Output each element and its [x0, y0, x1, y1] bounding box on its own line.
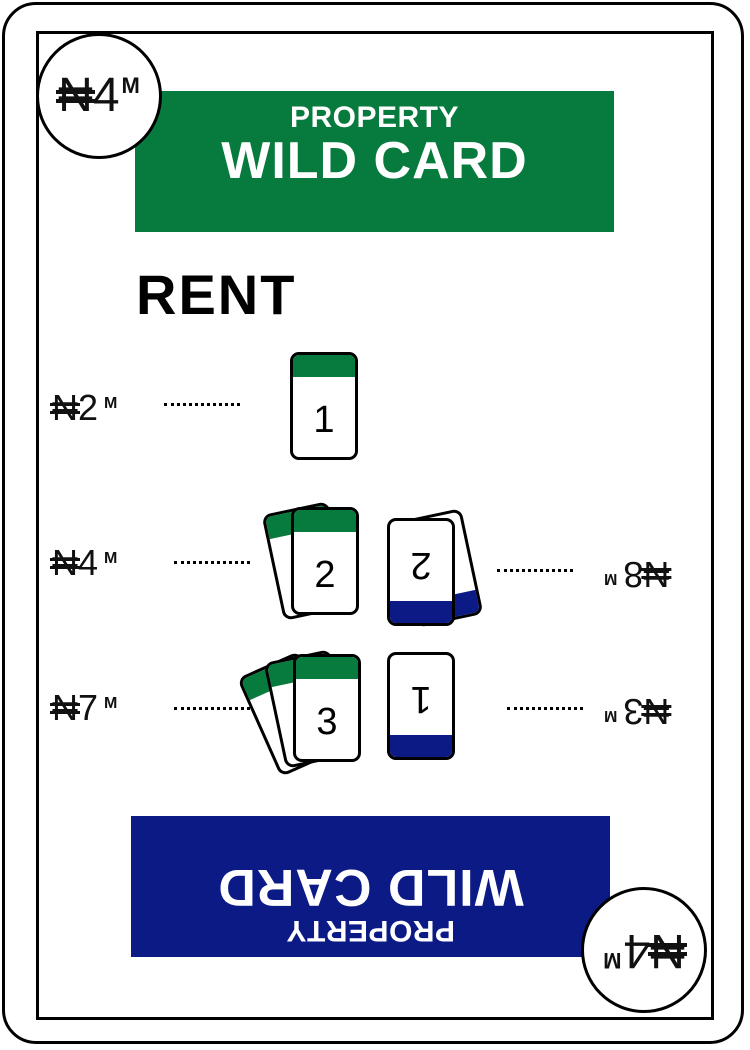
green-property-card: 1	[290, 352, 358, 460]
rent-unit: M	[104, 695, 118, 712]
rent-unit: M	[604, 707, 618, 724]
rent-left-amount-1: ₦ 2 M	[50, 387, 118, 429]
naira-symbol: ₦	[50, 687, 80, 728]
blue-band	[390, 601, 452, 623]
rent-unit: M	[104, 395, 118, 412]
rent-right-amount-2: ₦ 3 M	[604, 690, 669, 732]
card-count: 3	[316, 701, 338, 743]
naira-symbol: ₦	[56, 69, 95, 122]
naira-symbol: ₦	[50, 387, 80, 428]
rent-amount: 7	[78, 687, 99, 728]
top-banner-line2: WILD CARD	[221, 132, 528, 190]
rent-dots	[507, 707, 583, 710]
naira-symbol: ₦	[650, 924, 685, 977]
rent-dots	[174, 707, 250, 710]
card-value-top: ₦ 4 M	[36, 33, 162, 159]
card-count: 1	[313, 399, 335, 441]
card-count: 1	[410, 678, 432, 720]
rent-amount: 8	[623, 554, 644, 595]
rent-unit: M	[604, 570, 618, 587]
card-count: 2	[410, 544, 432, 586]
bottom-banner-line1: PROPERTY	[285, 914, 456, 947]
naira-symbol: ₦	[643, 691, 670, 732]
blue-property-card: 1	[387, 652, 455, 760]
value-amount: 4	[623, 924, 651, 977]
card-value-bottom: ₦ 4 M	[581, 887, 707, 1013]
value-unit: M	[121, 73, 140, 98]
rent-dots	[497, 569, 573, 572]
value-unit: M	[603, 948, 622, 973]
green-band	[294, 510, 356, 532]
card-count: 2	[314, 554, 336, 596]
rent-unit: M	[104, 550, 118, 567]
rent-amount: 2	[78, 387, 99, 428]
rent-dots	[164, 403, 240, 406]
naira-symbol: ₦	[643, 554, 670, 595]
naira-symbol: ₦	[50, 542, 80, 583]
green-property-card: 3	[293, 654, 361, 762]
top-banner: PROPERTY WILD CARD	[135, 91, 614, 232]
bottom-banner-line2: WILD CARD	[217, 858, 524, 916]
rent-left-amount-2: ₦ 4 M	[50, 542, 118, 584]
blue-property-card: 2	[387, 518, 455, 626]
top-banner-line1: PROPERTY	[289, 101, 460, 134]
rent-heading: RENT	[136, 263, 297, 326]
blue-band	[390, 735, 452, 757]
rent-amount: 3	[623, 691, 644, 732]
green-property-card: 2	[291, 507, 359, 615]
card-inner-border	[36, 31, 714, 1020]
rent-dots	[174, 561, 250, 564]
bottom-banner: PROPERTY WILD CARD	[131, 816, 610, 957]
rent-left-amount-3: ₦ 7 M	[50, 687, 118, 729]
value-amount: 4	[92, 69, 120, 122]
green-band	[293, 355, 355, 377]
rent-right-amount-1: ₦ 8 M	[604, 553, 669, 595]
rent-amount: 4	[78, 542, 99, 583]
green-band	[296, 657, 358, 679]
